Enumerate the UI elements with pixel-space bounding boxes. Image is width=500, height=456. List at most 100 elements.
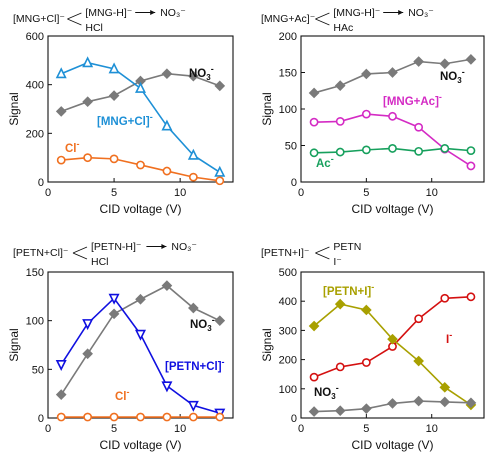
scheme-product-top: PETN (333, 241, 361, 253)
y-tick-label: 400 (279, 296, 297, 308)
series-1: NO3- (55, 280, 226, 400)
plot-frame (47, 35, 234, 183)
data-point (309, 372, 319, 382)
y-tick-label: 400 (26, 80, 44, 92)
data-point (387, 333, 398, 345)
series-label: Cl- (115, 387, 130, 403)
series-label: NO3- (314, 383, 339, 401)
arrow-down (315, 252, 330, 260)
data-point (466, 292, 476, 302)
data-point (335, 362, 345, 372)
data-point (387, 398, 398, 409)
data-point (466, 161, 476, 171)
data-point (388, 111, 397, 121)
arrow-up (72, 246, 88, 254)
data-point (215, 412, 225, 422)
y-tick-label: 150 (26, 267, 44, 279)
y-axis-label: Signal (260, 328, 274, 361)
data-point (83, 412, 93, 422)
series-3: Cl- (56, 139, 225, 186)
arrow-up (67, 12, 82, 20)
series-label: NO3- (189, 64, 214, 82)
data-point (440, 293, 450, 303)
arrow-head (398, 10, 404, 15)
data-point (109, 412, 119, 422)
data-point (161, 68, 173, 80)
y-axis-label: Signal (7, 92, 21, 125)
data-point (413, 395, 424, 407)
reaction-scheme: [PETN+Cl]⁻ [PETN-H]⁻ HCl NO₃⁻ (13, 241, 197, 268)
scheme-product-bottom: HCl (91, 256, 109, 268)
series-label: I- (446, 330, 452, 346)
data-point (188, 70, 199, 82)
scheme-final: NO₃⁻ (408, 7, 434, 19)
data-point (214, 315, 226, 326)
data-point (414, 122, 424, 132)
series-2: [PETN+I]- (308, 282, 477, 411)
series-label: NO3- (440, 67, 465, 85)
series-label: Cl- (65, 139, 80, 155)
x-tick-label: 0 (45, 423, 51, 435)
data-point (335, 147, 345, 157)
scheme-product-top: [MNG-H]⁻ (85, 7, 132, 19)
series-2: [MNG+Ac]- (309, 92, 476, 171)
data-point (387, 67, 398, 78)
reaction-scheme: [MNG+Cl]⁻ [MNG-H]⁻ HCl NO₃⁻ (13, 7, 186, 34)
data-point (334, 405, 346, 417)
scheme-product-top: [PETN-H]⁻ (91, 241, 142, 253)
chart-panel-1: [MNG+Cl]⁻ [MNG-H]⁻ HCl NO₃⁻ 0 5 10 0 200 400 600 CI… (7, 7, 234, 216)
series-3: Ac- (309, 144, 476, 170)
x-tick-label: 10 (174, 187, 186, 199)
data-point (187, 400, 199, 412)
data-point (361, 358, 371, 367)
data-point (308, 320, 320, 332)
data-point (83, 153, 93, 163)
y-tick-label: 0 (38, 413, 44, 425)
series-3: Cl- (56, 387, 225, 422)
plot-frame (300, 271, 485, 419)
data-point (136, 160, 145, 170)
data-point (136, 412, 145, 422)
data-point (361, 68, 372, 80)
x-axis-label: CID voltage (V) (99, 438, 181, 452)
y-axis-label: Signal (260, 92, 274, 125)
data-point (439, 396, 451, 408)
data-point (309, 117, 319, 127)
arrow-down (67, 18, 82, 26)
data-point (187, 148, 199, 160)
x-tick-label: 5 (111, 187, 117, 199)
y-tick-label: 0 (291, 413, 297, 425)
x-tick-label: 10 (426, 423, 438, 435)
y-axis-label: Signal (7, 328, 21, 361)
arrow-head (161, 244, 167, 249)
data-point (334, 80, 346, 91)
data-point (161, 280, 173, 291)
y-tick-label: 200 (279, 355, 297, 367)
x-tick-label: 5 (363, 187, 369, 199)
data-point (162, 412, 172, 422)
data-point (82, 96, 93, 108)
series-label: [PETN+Cl]- (165, 357, 225, 373)
data-point (109, 154, 119, 164)
data-point (413, 56, 424, 67)
y-tick-label: 200 (26, 128, 44, 140)
data-point (214, 165, 226, 177)
scheme-product-bottom: I⁻ (333, 256, 342, 268)
x-axis-label: CID voltage (V) (351, 202, 433, 216)
data-point (308, 406, 320, 417)
reaction-scheme: [PETN+I]⁻ PETN I⁻ (261, 241, 361, 268)
x-tick-label: 0 (298, 187, 304, 199)
y-tick-label: 600 (26, 31, 44, 43)
data-point (361, 145, 371, 155)
series-1: NO3- (308, 54, 477, 99)
data-point (161, 119, 173, 131)
data-point (308, 87, 320, 99)
data-point (55, 67, 67, 79)
series-label: NO3- (190, 315, 215, 333)
data-point (108, 90, 120, 101)
scheme-reactant: [MNG+Ac]⁻ (261, 13, 316, 25)
y-tick-label: 500 (279, 267, 297, 279)
series-1: I- (309, 292, 476, 382)
